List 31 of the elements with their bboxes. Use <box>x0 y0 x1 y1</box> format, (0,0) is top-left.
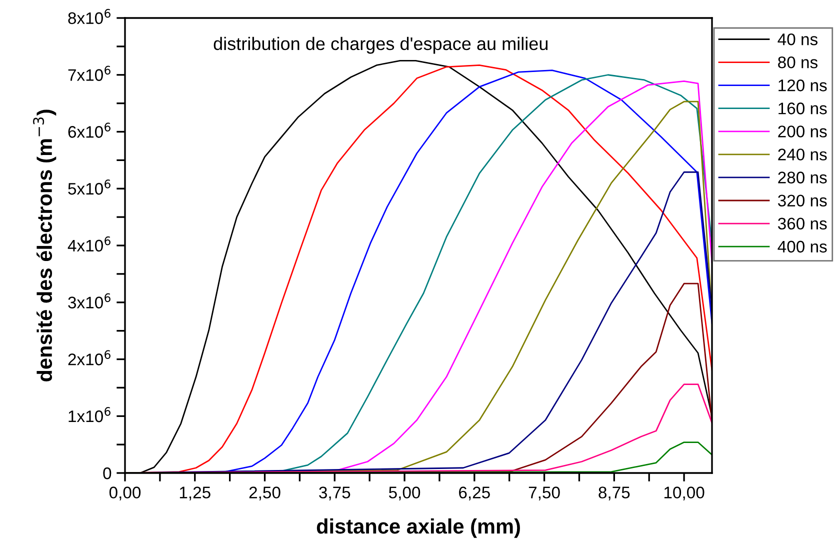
legend-label: 120 ns <box>778 80 827 92</box>
y-tick-label: 8x10$^{6}$ <box>68 8 110 24</box>
x-tick-label: 0,00 <box>109 486 141 500</box>
x-tick-label: 1,25 <box>180 486 210 500</box>
y-tick-label: 4x10$^{6}$ <box>68 236 110 252</box>
x-tick-label: 10,00 <box>664 486 704 500</box>
y-axis-title: densité des électrons (m$^{−3}$) <box>33 110 56 382</box>
legend-label: 40 ns <box>778 33 818 46</box>
legend-label: 280 ns <box>778 172 827 184</box>
x-tick-label: 2,50 <box>249 486 280 500</box>
y-tick-label: 0 <box>103 467 112 480</box>
x-tick-label: 7,50 <box>528 486 560 500</box>
x-tick-label: 6,25 <box>459 486 490 500</box>
y-tick-label: 7x10$^{6}$ <box>68 66 110 81</box>
legend-label: 320 ns <box>778 194 827 206</box>
legend-label: 200 ns <box>778 126 827 138</box>
x-tick-label: 3,75 <box>319 486 350 500</box>
text: distribution de charges d'espace au milieu <box>214 36 548 54</box>
legend-label: 80 ns <box>778 56 818 68</box>
x-tick-label: 5,00 <box>388 486 420 500</box>
legend-label: 240 ns <box>778 148 827 160</box>
y-tick-label: 3x10$^{6}$ <box>68 293 110 308</box>
y-tick-label: 2x10$^{6}$ <box>68 350 110 366</box>
x-tick-label: 8,75 <box>598 486 630 500</box>
y-tick-label: 5x10$^{6}$ <box>68 179 110 195</box>
x-axis-title: distance axiale (mm) <box>316 518 520 538</box>
legend-label: 360 ns <box>778 218 827 230</box>
legend-label: 160 ns <box>778 102 827 114</box>
y-tick-label: 6x10$^{6}$ <box>68 122 110 138</box>
legend-label: 400 ns <box>778 240 827 253</box>
y-tick-label: 1x10$^{6}$ <box>68 406 110 422</box>
